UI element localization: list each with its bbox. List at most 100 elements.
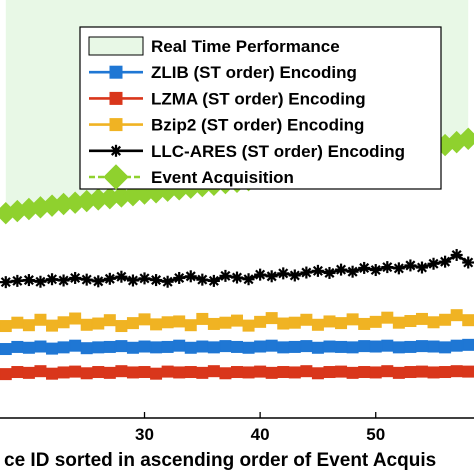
point-bzip2-9 <box>103 314 116 327</box>
point-lzma-39 <box>450 365 463 378</box>
point-bzip2-36 <box>415 312 428 325</box>
point-bzip2-13 <box>150 318 163 331</box>
point-bzip2-37 <box>427 316 440 329</box>
point-llc-ares-28 <box>323 266 336 279</box>
point-llc-ares-32 <box>369 264 382 277</box>
point-lzma-13 <box>150 367 163 380</box>
point-bzip2-22 <box>254 315 267 328</box>
point-zlib-12 <box>138 340 151 353</box>
point-llc-ares-19 <box>219 269 232 282</box>
point-zlib-17 <box>196 340 209 353</box>
point-bzip2-11 <box>126 317 139 330</box>
legend-label-real-time: Real Time Performance <box>151 37 340 56</box>
legend-label-bzip: Bzip2 (ST order) Encoding <box>151 116 364 135</box>
point-bzip2-35 <box>404 315 417 328</box>
point-zlib-8 <box>92 341 105 354</box>
point-zlib-0 <box>0 343 12 356</box>
point-zlib-34 <box>392 341 405 354</box>
point-bzip2-7 <box>80 318 93 331</box>
point-lzma-23 <box>265 366 278 379</box>
point-llc-ares-38 <box>439 255 452 268</box>
point-zlib-36 <box>415 340 428 353</box>
point-lzma-26 <box>300 365 313 378</box>
point-llc-ares-10 <box>115 270 128 283</box>
point-llc-ares-14 <box>161 275 174 288</box>
point-zlib-13 <box>150 341 163 354</box>
legend-entry-lzma: LZMA (ST order) Encoding <box>89 89 366 108</box>
series-zlib <box>0 338 474 356</box>
point-llc-ares-23 <box>265 270 278 283</box>
point-llc-ares-7 <box>80 273 93 286</box>
point-llc-ares-40 <box>462 256 474 269</box>
x-tick-label-0: 30 <box>135 425 154 444</box>
point-llc-ares-15 <box>173 271 186 284</box>
point-zlib-28 <box>323 340 336 353</box>
point-lzma-9 <box>103 366 116 379</box>
point-bzip2-8 <box>92 317 105 330</box>
point-zlib-40 <box>462 338 474 351</box>
point-lzma-1 <box>11 366 24 379</box>
x-tick-label-1: 40 <box>251 425 270 444</box>
legend-label-lzma: LZMA (ST order) Encoding <box>151 89 366 108</box>
point-llc-ares-24 <box>277 267 290 280</box>
point-zlib-25 <box>288 340 301 353</box>
point-llc-ares-8 <box>92 275 105 288</box>
point-zlib-33 <box>381 339 394 352</box>
point-llc-ares-4 <box>46 273 59 286</box>
point-lzma-2 <box>22 366 35 379</box>
point-zlib-15 <box>173 339 186 352</box>
point-zlib-27 <box>311 341 324 354</box>
point-bzip2-1 <box>11 316 24 329</box>
point-lzma-7 <box>80 367 93 380</box>
point-llc-ares-11 <box>126 274 139 287</box>
point-zlib-7 <box>80 342 93 355</box>
point-llc-ares-3 <box>34 275 47 288</box>
point-bzip2-15 <box>173 315 186 328</box>
point-bzip2-12 <box>138 313 151 326</box>
point-llc-ares-35 <box>404 259 417 272</box>
point-bzip2-28 <box>323 315 336 328</box>
point-lzma-35 <box>404 366 417 379</box>
point-llc-ares-33 <box>381 261 394 274</box>
point-zlib-37 <box>427 340 440 353</box>
series-bzip2 <box>0 309 474 333</box>
point-zlib-2 <box>22 341 35 354</box>
point-llc-ares-16 <box>184 270 197 283</box>
point-llc-ares-18 <box>207 274 220 287</box>
point-zlib-35 <box>404 340 417 353</box>
legend-entry-bzip: Bzip2 (ST order) Encoding <box>89 116 364 135</box>
point-llc-ares-31 <box>358 261 371 274</box>
point-zlib-26 <box>300 340 313 353</box>
point-zlib-29 <box>335 340 348 353</box>
legend-entry-llcares: LLC-ARES (ST order) Encoding <box>89 142 405 161</box>
point-zlib-5 <box>57 341 70 354</box>
legend-label-llcares: LLC-ARES (ST order) Encoding <box>151 142 405 161</box>
point-llc-ares-0 <box>0 276 12 289</box>
legend-entry-real-time: Real Time Performance <box>88 36 340 56</box>
point-zlib-3 <box>34 340 47 353</box>
point-bzip2-39 <box>450 309 463 322</box>
point-bzip2-24 <box>277 317 290 330</box>
point-lzma-15 <box>173 366 186 379</box>
point-lzma-10 <box>115 365 128 378</box>
point-bzip2-16 <box>184 319 197 332</box>
point-lzma-40 <box>462 365 474 378</box>
point-zlib-9 <box>103 340 116 353</box>
legend-label-event: Event Acquisition <box>151 168 294 187</box>
point-zlib-6 <box>69 339 82 352</box>
point-lzma-34 <box>392 366 405 379</box>
series-lzma <box>0 365 474 381</box>
point-lzma-21 <box>242 366 255 379</box>
point-lzma-24 <box>277 366 290 379</box>
point-lzma-25 <box>288 366 301 379</box>
legend-entry-event: Event Acquisition <box>89 164 294 190</box>
point-lzma-33 <box>381 365 394 378</box>
point-bzip2-25 <box>288 316 301 329</box>
point-lzma-14 <box>161 365 174 378</box>
point-zlib-19 <box>219 340 232 353</box>
point-lzma-27 <box>311 367 324 380</box>
point-zlib-20 <box>231 340 243 353</box>
point-bzip2-26 <box>300 313 313 326</box>
point-lzma-4 <box>46 367 59 380</box>
